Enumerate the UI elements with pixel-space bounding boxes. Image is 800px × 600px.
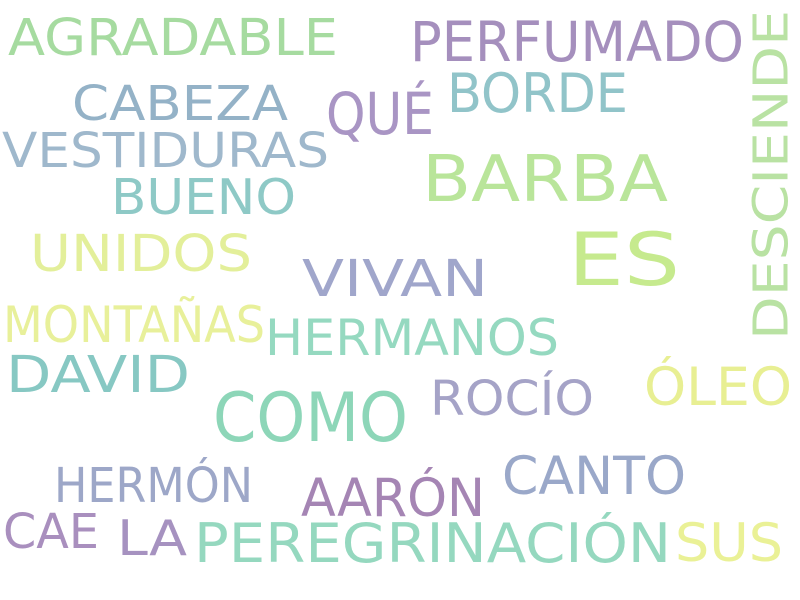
word-vestiduras: VESTIDURAS xyxy=(2,123,329,179)
word-barba: BARBA xyxy=(422,143,668,217)
word-hermanos: HERMANOS xyxy=(265,309,559,367)
word-canto: CANTO xyxy=(502,446,686,507)
word-bueno: BUENO xyxy=(111,169,296,226)
word-vivan: VIVAN xyxy=(302,250,488,309)
word-borde: BORDE xyxy=(447,62,628,125)
word-hermon: HERMÓN xyxy=(54,458,253,514)
word-como: COMO xyxy=(213,379,408,458)
word-montanas: MONTAÑAS xyxy=(3,296,265,354)
word-david: DAVID xyxy=(6,346,190,405)
word-peregrinacion: PEREGRINACIÓN xyxy=(194,512,671,575)
word-aaron: AARÓN xyxy=(301,468,485,529)
word-cabeza: CABEZA xyxy=(72,76,288,132)
word-que: QUÉ xyxy=(326,80,434,148)
word-oleo: ÓLEO xyxy=(644,357,792,418)
word-rocio: ROCÍO xyxy=(430,371,594,427)
word-la: LA xyxy=(117,510,187,567)
word-sus: SUS xyxy=(675,513,783,574)
word-es: ES xyxy=(568,218,680,303)
word-cae: CAE xyxy=(3,504,99,560)
word-desciende: DESCIENDE xyxy=(742,9,799,340)
word-perfumado: PERFUMADO xyxy=(410,10,744,74)
word-agradable: AGRADABLE xyxy=(8,9,338,68)
word-unidos: UNIDOS xyxy=(30,225,252,284)
